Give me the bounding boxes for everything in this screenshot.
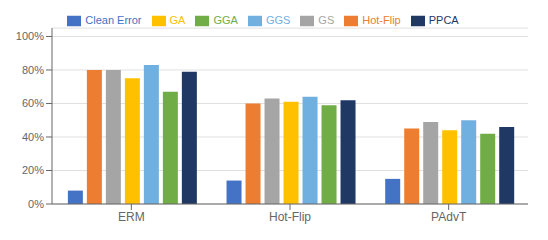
html-text:GGA: GGA <box>213 14 238 26</box>
html-text:GGS: GGS <box>265 14 291 26</box>
svg-text:Hot-Flip: Hot-Flip <box>269 210 311 224</box>
svg-text:40%: 40% <box>22 131 44 143</box>
html-text:GS: GS <box>318 14 335 26</box>
svg-text:0%: 0% <box>28 198 44 210</box>
svg-text:60%: 60% <box>22 97 44 109</box>
html-text:Clean Error: Clean Error <box>85 14 142 26</box>
svg-text:100%: 100% <box>16 30 44 42</box>
svg-text:20%: 20% <box>22 164 44 176</box>
svg-text:PAdvT: PAdvT <box>431 210 467 224</box>
html-text:GA: GA <box>169 14 186 26</box>
html-text:PPCA: PPCA <box>428 14 459 26</box>
svg-text:ERM: ERM <box>118 210 145 224</box>
svg-text:80%: 80% <box>22 64 44 76</box>
html-text:Hot-Flip: Hot-Flip <box>362 14 401 26</box>
